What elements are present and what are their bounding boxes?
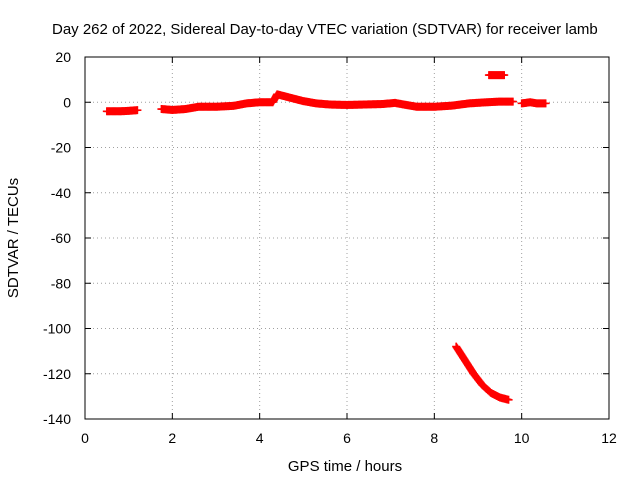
y-tick-label: -120 xyxy=(43,366,71,382)
y-tick-label: -40 xyxy=(51,185,71,201)
data-point xyxy=(508,97,517,106)
y-tick-label: -140 xyxy=(43,411,71,427)
data-point xyxy=(541,99,550,108)
y-tick-label: -80 xyxy=(51,275,71,291)
data-point xyxy=(504,395,513,404)
data-point xyxy=(133,106,142,115)
x-tick-label: 12 xyxy=(601,430,617,446)
series-segment-3 xyxy=(484,71,509,80)
x-tick-label: 0 xyxy=(81,430,89,446)
y-tick-label: -100 xyxy=(43,321,71,337)
series-segment-4 xyxy=(517,98,550,108)
x-tick-label: 6 xyxy=(343,430,351,446)
y-axis-label: SDTVAR / TECUs xyxy=(5,178,22,298)
series-segment-5 xyxy=(452,342,513,404)
x-tick-label: 4 xyxy=(256,430,264,446)
series-segment-2 xyxy=(157,90,517,114)
x-tick-label: 2 xyxy=(168,430,176,446)
y-tick-label: -60 xyxy=(51,230,71,246)
series-segment-1 xyxy=(102,106,142,116)
data-point xyxy=(500,71,509,80)
y-tick-label: -20 xyxy=(51,140,71,156)
chart-title: Day 262 of 2022, Sidereal Day-to-day VTE… xyxy=(52,21,598,38)
data-series xyxy=(102,71,550,404)
y-tick-label: 0 xyxy=(63,94,71,110)
x-tick-label: 8 xyxy=(430,430,438,446)
axis-ticks: 0 2 4 6 8 10 12 20 0 -20 -40 -60 -80 -100 -120 -140 xyxy=(43,49,617,446)
y-tick-label: 20 xyxy=(55,49,71,65)
x-tick-label: 10 xyxy=(514,430,530,446)
x-axis-label: GPS time / hours xyxy=(288,458,402,475)
